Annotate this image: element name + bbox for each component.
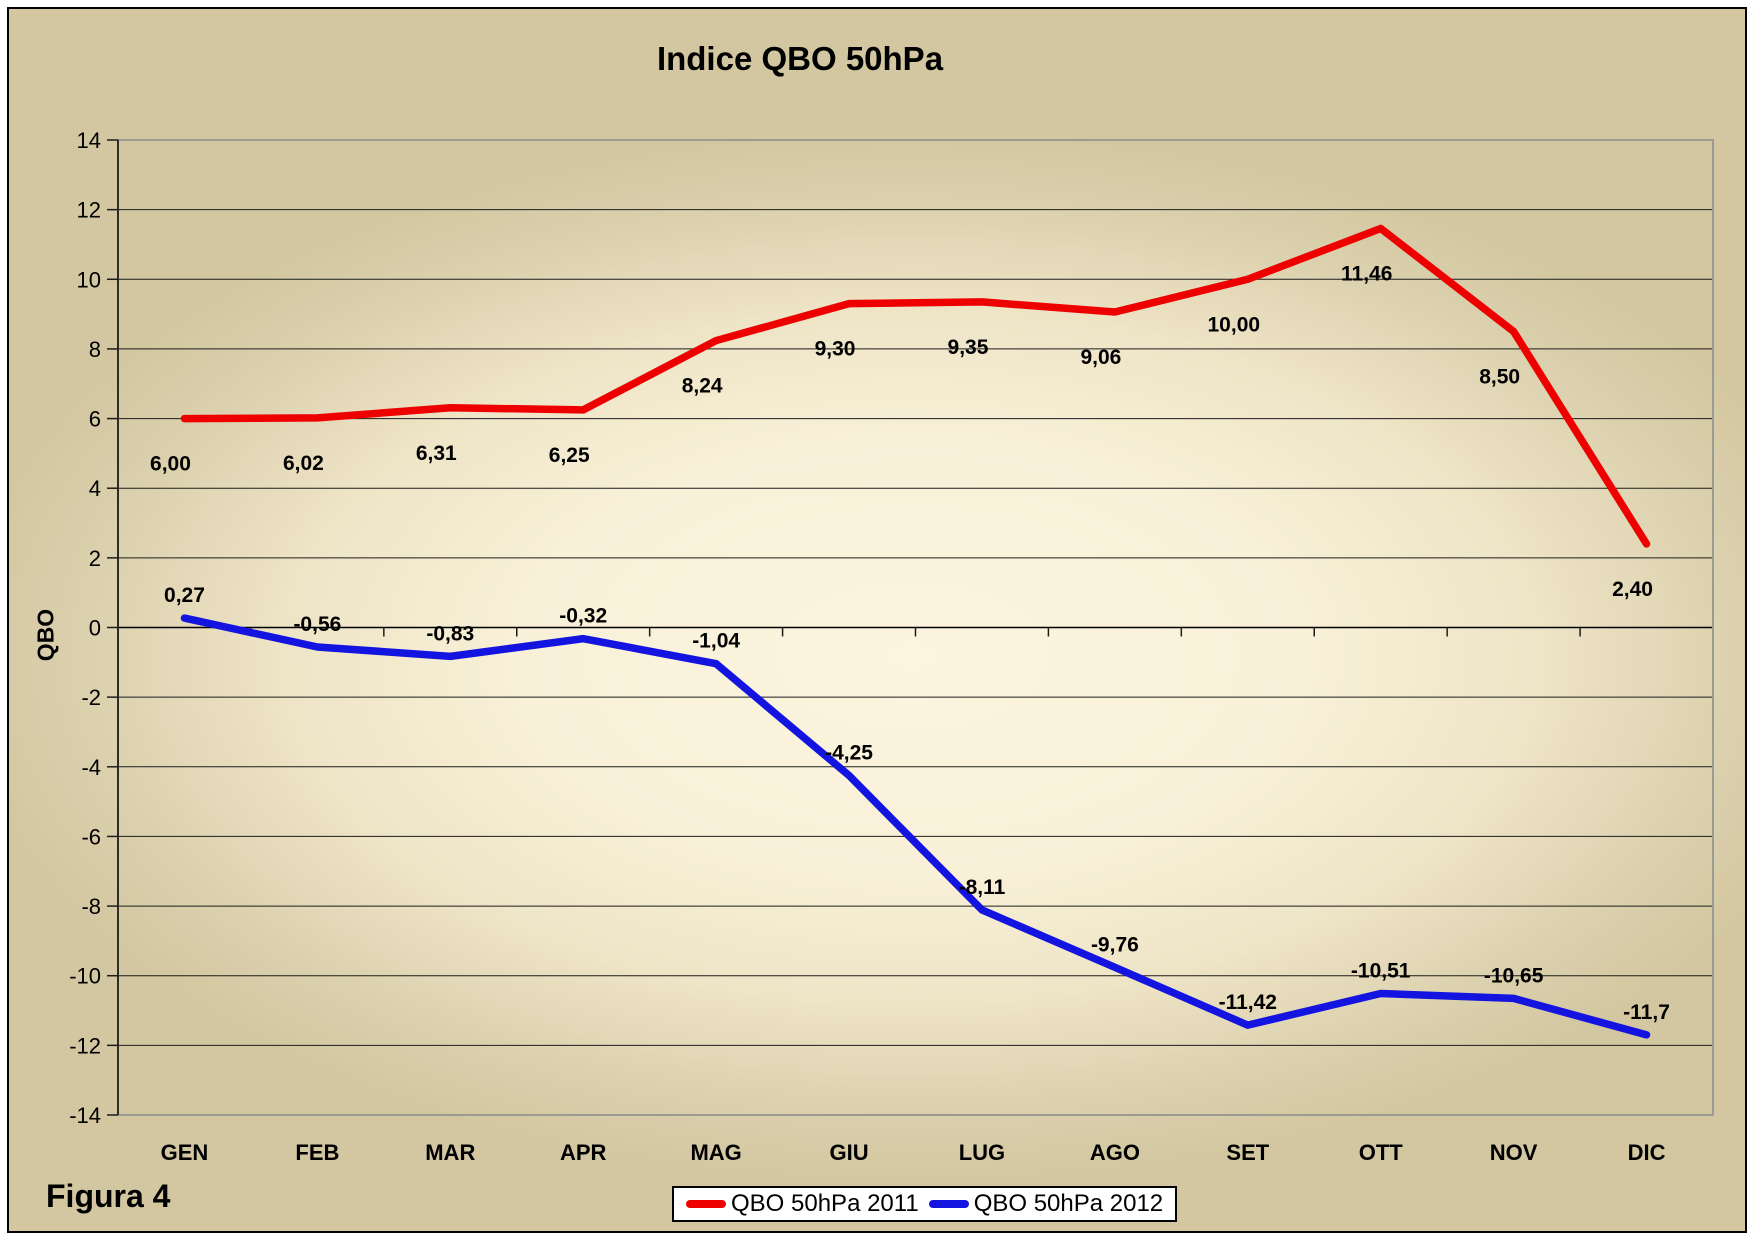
data-label-qbo-50hpa-2012: -0,56 bbox=[293, 613, 341, 636]
legend-label-qbo-50hpa-2011: QBO 50hPa 2011 bbox=[731, 1190, 919, 1217]
data-label-qbo-50hpa-2011: 11,46 bbox=[1341, 262, 1392, 285]
data-label-qbo-50hpa-2011: 8,24 bbox=[682, 375, 723, 398]
y-axis-tick-label: 12 bbox=[77, 198, 101, 223]
data-label-qbo-50hpa-2011: 10,00 bbox=[1208, 313, 1261, 336]
data-label-qbo-50hpa-2012: -10,51 bbox=[1351, 959, 1411, 982]
data-label-qbo-50hpa-2012: -11,7 bbox=[1623, 1001, 1670, 1024]
y-axis-tick-label: -8 bbox=[81, 894, 101, 919]
y-axis-tick-label: -2 bbox=[81, 685, 101, 710]
data-label-qbo-50hpa-2011: 8,50 bbox=[1479, 366, 1520, 389]
figure-caption: Figura 4 bbox=[46, 1178, 171, 1214]
y-axis-tick-label: 0 bbox=[89, 616, 101, 641]
x-axis-label-lug: LUG bbox=[959, 1140, 1005, 1165]
data-label-qbo-50hpa-2011: 6,31 bbox=[416, 442, 457, 465]
y-axis-tick-label: 2 bbox=[89, 546, 101, 571]
series-line-qbo-50hpa-2011 bbox=[180, 224, 1651, 548]
legend-box: QBO 50hPa 2011 QBO 50hPa 2012 bbox=[672, 1186, 1178, 1222]
y-axis-tick-label: 6 bbox=[89, 407, 101, 432]
x-axis-label-feb: FEB bbox=[295, 1140, 339, 1165]
data-label-qbo-50hpa-2012: -1,04 bbox=[692, 630, 740, 653]
data-label-qbo-50hpa-2012: -0,32 bbox=[559, 605, 607, 628]
legend-item-qbo-50hpa-2012: QBO 50hPa 2012 bbox=[928, 1190, 1164, 1218]
x-axis-label-set: SET bbox=[1226, 1140, 1269, 1165]
x-axis-label-ago: AGO bbox=[1090, 1140, 1140, 1165]
y-axis-tick-label: -10 bbox=[69, 964, 101, 989]
x-axis-label-mar: MAR bbox=[425, 1140, 475, 1165]
x-axis-label-giu: GIU bbox=[829, 1140, 868, 1165]
y-axis-tick-label: 14 bbox=[77, 128, 101, 153]
data-label-qbo-50hpa-2011: 6,02 bbox=[283, 452, 324, 475]
x-axis-label-gen: GEN bbox=[161, 1140, 209, 1165]
data-label-qbo-50hpa-2012: -8,11 bbox=[959, 876, 1006, 899]
data-label-qbo-50hpa-2012: -4,25 bbox=[825, 741, 873, 764]
data-label-qbo-50hpa-2012: 0,27 bbox=[164, 584, 205, 607]
x-axis-label-dic: DIC bbox=[1628, 1140, 1666, 1165]
chart-title: Indice QBO 50hPa bbox=[656, 40, 944, 77]
data-label-qbo-50hpa-2011: 9,35 bbox=[948, 336, 989, 359]
y-axis-tick-label: 10 bbox=[77, 267, 101, 292]
y-axis-title: QBO bbox=[32, 608, 59, 662]
data-label-qbo-50hpa-2012: -9,76 bbox=[1091, 933, 1139, 956]
y-axis-tick-label: 4 bbox=[89, 476, 101, 501]
chart-background bbox=[7, 7, 1747, 1233]
x-axis-label-mag: MAG bbox=[690, 1140, 741, 1165]
y-axis-tick-label: -6 bbox=[81, 824, 101, 849]
data-label-qbo-50hpa-2011: 2,40 bbox=[1612, 578, 1653, 601]
y-axis-tick-label: -4 bbox=[81, 755, 101, 780]
data-label-qbo-50hpa-2011: 9,06 bbox=[1080, 346, 1121, 369]
y-axis-tick-label: -14 bbox=[69, 1103, 101, 1128]
legend-swatch-qbo-50hpa-2011 bbox=[686, 1200, 726, 1208]
x-axis-label-apr: APR bbox=[560, 1140, 607, 1165]
y-axis-tick-label: 8 bbox=[89, 337, 101, 362]
data-label-qbo-50hpa-2011: 9,30 bbox=[815, 338, 856, 361]
data-label-qbo-50hpa-2011: 6,00 bbox=[150, 453, 191, 476]
data-label-qbo-50hpa-2012: -10,65 bbox=[1484, 964, 1544, 987]
x-axis-label-nov: NOV bbox=[1490, 1140, 1538, 1165]
data-label-qbo-50hpa-2012: -11,42 bbox=[1219, 991, 1277, 1014]
x-axis-label-ott: OTT bbox=[1359, 1140, 1404, 1165]
y-axis-tick-label: -12 bbox=[69, 1033, 101, 1058]
legend-swatch-qbo-50hpa-2012 bbox=[928, 1200, 969, 1208]
legend-item-qbo-50hpa-2011: QBO 50hPa 2011 bbox=[686, 1190, 919, 1218]
series-line-qbo-50hpa-2012 bbox=[180, 614, 1651, 1039]
legend-label-qbo-50hpa-2012: QBO 50hPa 2012 bbox=[973, 1190, 1164, 1217]
data-label-qbo-50hpa-2011: 6,25 bbox=[549, 444, 590, 467]
data-label-qbo-50hpa-2012: -0,83 bbox=[426, 622, 474, 645]
